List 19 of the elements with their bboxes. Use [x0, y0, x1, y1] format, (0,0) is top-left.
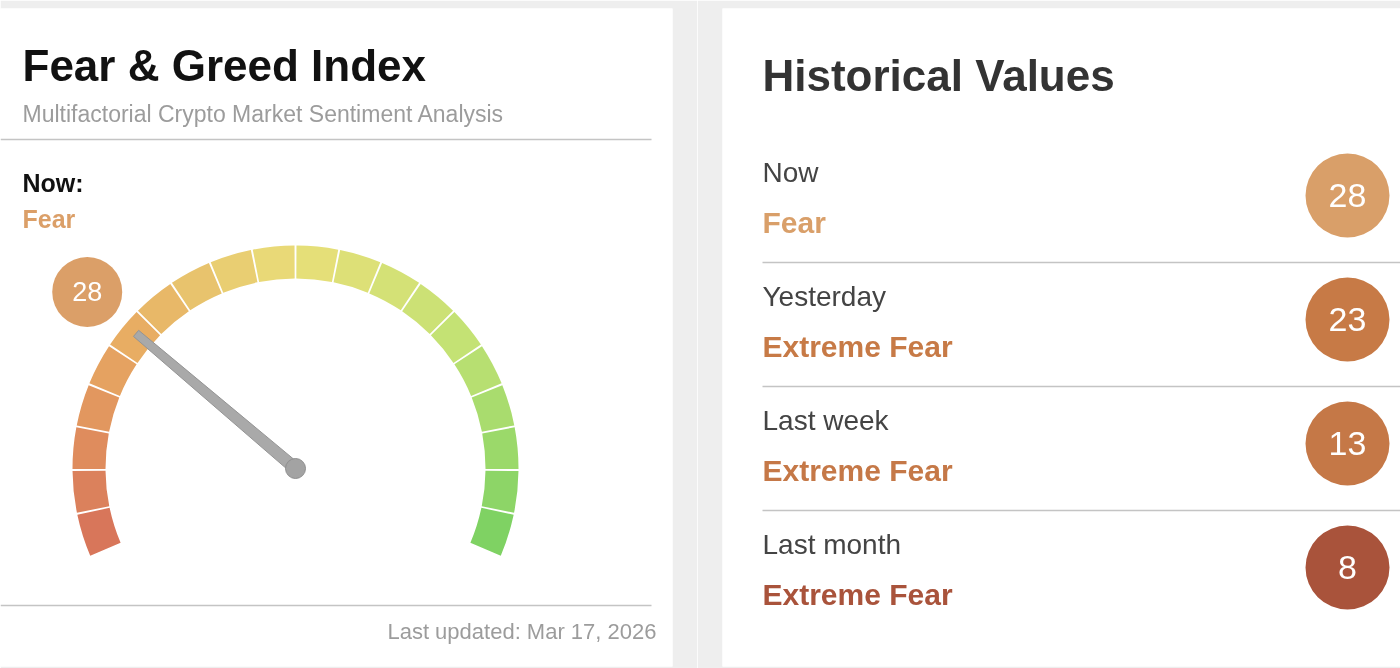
category-label: Now [762, 157, 820, 188]
category-label: Last month [762, 529, 902, 560]
text: Extreme Fear [762, 454, 953, 487]
data-label: 8 [1338, 548, 1357, 586]
text: Last updated: Mar 17, 2026 [387, 619, 657, 644]
category-label: Last week [762, 405, 890, 436]
text: Now: [22, 168, 84, 197]
text: Extreme Fear [762, 330, 953, 363]
text: Fear [762, 206, 827, 239]
data-label: 23 [1328, 300, 1367, 338]
text: Historical Values [762, 51, 1115, 100]
data-label: 28 [72, 277, 103, 308]
data-label: 13 [1328, 424, 1367, 462]
text: Extreme Fear [762, 578, 953, 611]
text: Fear & Greed Index [22, 41, 427, 90]
category-label: Yesterday [762, 281, 886, 312]
data-label: 28 [1328, 176, 1367, 214]
text: Fear [22, 204, 76, 233]
text: Multifactorial Crypto Market Sentiment Analysis [22, 100, 504, 127]
